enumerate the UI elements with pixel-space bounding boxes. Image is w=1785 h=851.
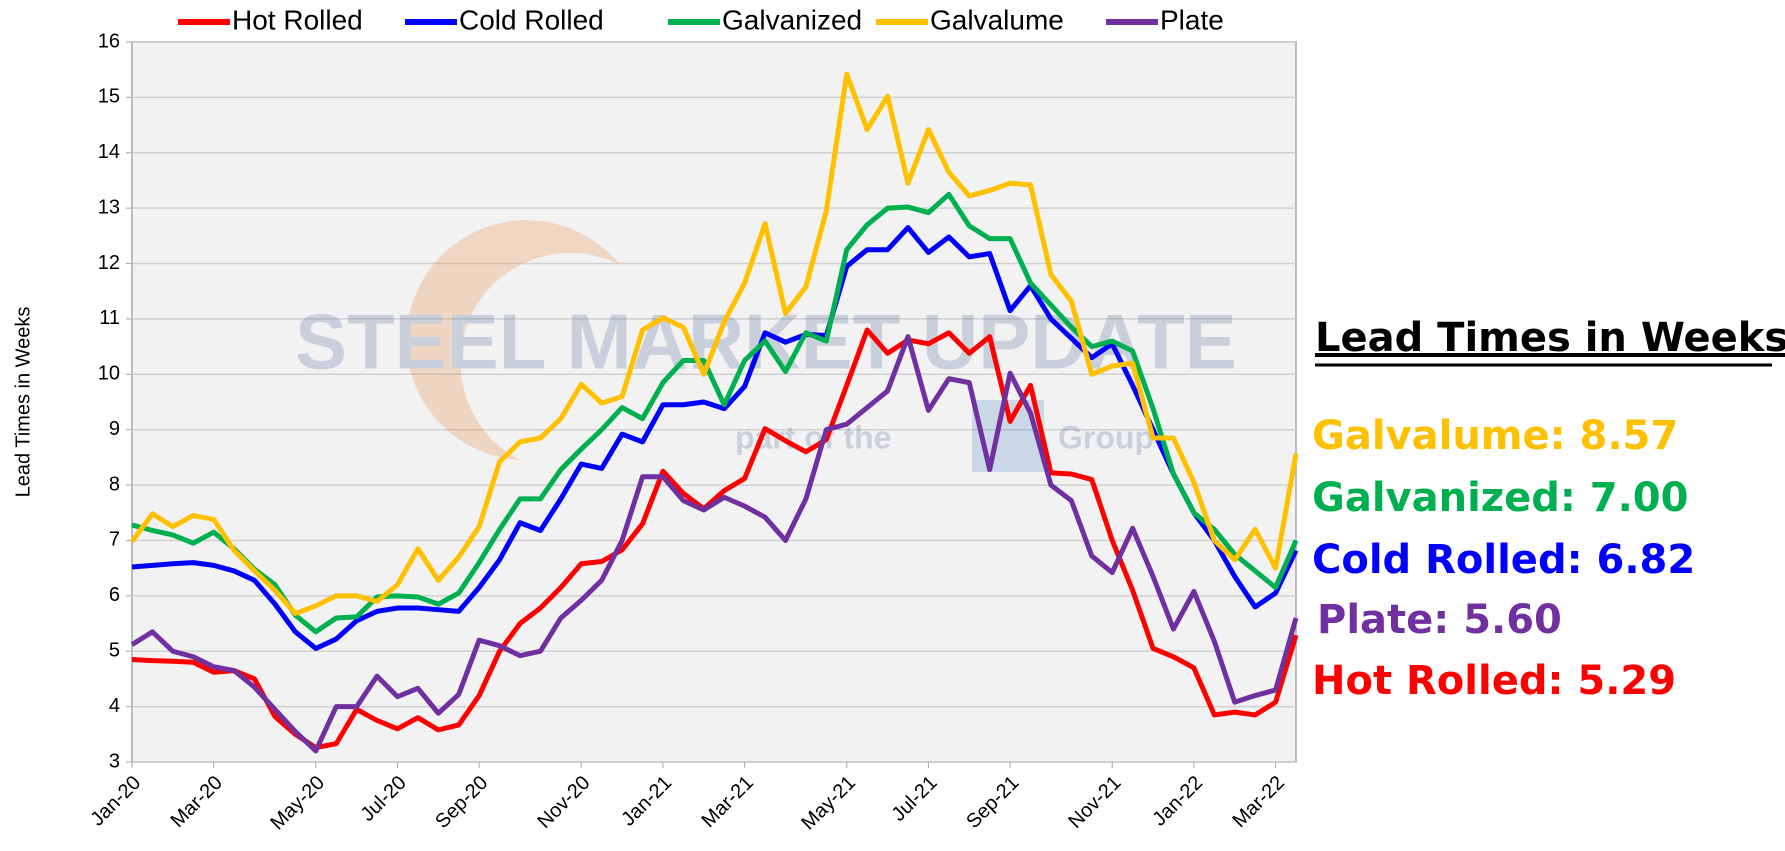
x-tick-label: Jan-20 bbox=[86, 772, 145, 831]
series-line bbox=[131, 191, 1299, 635]
legend-label: Galvanized bbox=[722, 4, 862, 35]
y-tick-label: 6 bbox=[109, 584, 120, 606]
series-line bbox=[131, 225, 1299, 651]
annotation: Cold Rolled: 6.82 bbox=[1312, 537, 1695, 583]
x-tick-label: Mar-22 bbox=[1228, 772, 1288, 832]
y-axis-label: Lead Times in Weeks bbox=[12, 307, 34, 498]
y-tick-label: 3 bbox=[109, 750, 120, 772]
annotation-title: Lead Times in Weeks bbox=[1315, 315, 1785, 361]
series-line bbox=[129, 71, 1299, 617]
x-tick-label: Nov-20 bbox=[533, 772, 594, 833]
x-tick-label: Mar-20 bbox=[167, 772, 227, 832]
grid bbox=[132, 41, 1296, 763]
y-tick-label: 15 bbox=[98, 86, 120, 108]
x-tick-label: May-20 bbox=[266, 772, 329, 835]
y-tick-label: 12 bbox=[98, 252, 120, 274]
x-tick-label: Jan-21 bbox=[617, 772, 676, 831]
x-tick-label: Jan-22 bbox=[1148, 772, 1207, 831]
annotation: Plate: 5.60 bbox=[1317, 597, 1562, 643]
legend-label: Plate bbox=[1160, 4, 1224, 35]
y-tick-label: 13 bbox=[98, 196, 120, 218]
watermark-text: Group bbox=[1058, 419, 1154, 455]
y-tick-label: 5 bbox=[109, 640, 120, 662]
x-tick-label: May-21 bbox=[797, 772, 860, 835]
annotation: Galvalume: 8.57 bbox=[1312, 413, 1678, 459]
watermark-logo bbox=[406, 220, 620, 460]
x-tick-label: Nov-21 bbox=[1064, 772, 1125, 833]
y-tick-label: 10 bbox=[98, 363, 120, 385]
series-line bbox=[131, 327, 1299, 751]
legend-label: Hot Rolled bbox=[232, 4, 363, 35]
legend-label: Galvalume bbox=[930, 4, 1064, 35]
y-tick-label: 16 bbox=[98, 30, 120, 52]
y-tick-label: 14 bbox=[98, 141, 120, 163]
y-tick-label: 4 bbox=[109, 695, 120, 717]
x-tick-label: Jul-21 bbox=[888, 772, 942, 826]
x-tick-label: Mar-21 bbox=[698, 772, 758, 832]
legend-label: Cold Rolled bbox=[459, 4, 604, 35]
x-tick-label: Sep-21 bbox=[962, 772, 1023, 833]
series-line bbox=[130, 334, 1299, 754]
annotation: Galvanized: 7.00 bbox=[1312, 475, 1688, 521]
y-tick-label: 9 bbox=[109, 418, 120, 440]
y-tick-label: 8 bbox=[109, 473, 120, 495]
y-tick-label: 11 bbox=[99, 307, 120, 329]
x-tick-label: Sep-20 bbox=[431, 772, 492, 833]
y-tick-label: 7 bbox=[109, 529, 120, 551]
annotation: Hot Rolled: 5.29 bbox=[1312, 658, 1676, 704]
plot-area bbox=[131, 41, 1297, 763]
x-tick-label: Jul-20 bbox=[357, 772, 411, 826]
